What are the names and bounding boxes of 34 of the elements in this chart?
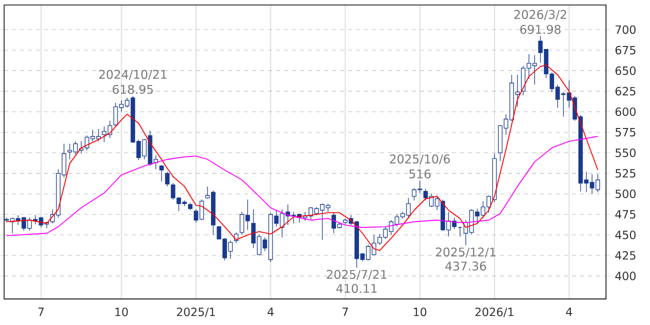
y-tick-label: 425 (615, 251, 636, 260)
x-tick-label: 4 (268, 308, 274, 316)
line-series (6, 136, 598, 236)
annotation: 437.36 (445, 262, 486, 271)
annotation: 2025/10/6 (390, 154, 450, 164)
annotation: 2025/12/1 (436, 248, 496, 258)
y-tick-label: 650 (616, 66, 636, 76)
annotation: 691.98 (520, 24, 561, 34)
y-tick-label: 450 (615, 230, 636, 240)
x-tick-label: 2026/1 (475, 308, 514, 318)
y-tick-label: 700 (616, 25, 636, 34)
candlestick (159, 164, 164, 182)
x-tick-label: 7 (342, 308, 348, 316)
y-tick-label: 675 (616, 46, 636, 54)
annotation: 2024/10/21 (99, 70, 166, 80)
y-tick-label: 575 (616, 128, 636, 137)
annotation: 2026/3/2 (514, 10, 566, 20)
x-tick-label: 4 (566, 308, 572, 316)
y-tick-label: 400 (615, 272, 636, 280)
y-tick-label: 500 (616, 190, 636, 198)
x-tick-label: 7 (38, 308, 44, 316)
annotation: 618.95 (112, 84, 153, 94)
y-tick-label: 475 (615, 210, 636, 219)
y-tick-label: 525 (616, 169, 636, 178)
y-tick-label: 625 (616, 86, 636, 96)
annotation: 2025/7/21 (326, 270, 386, 280)
y-tick-label: 550 (616, 148, 636, 158)
annotation: 410.11 (336, 284, 377, 294)
x-tick-label: 10 (414, 308, 426, 316)
candlestick (165, 171, 170, 187)
x-tick-label: 2025/1 (176, 308, 215, 318)
y-tick-label: 600 (616, 107, 636, 116)
annotation: 516 (409, 169, 431, 178)
x-tick-label: 10 (115, 308, 128, 316)
